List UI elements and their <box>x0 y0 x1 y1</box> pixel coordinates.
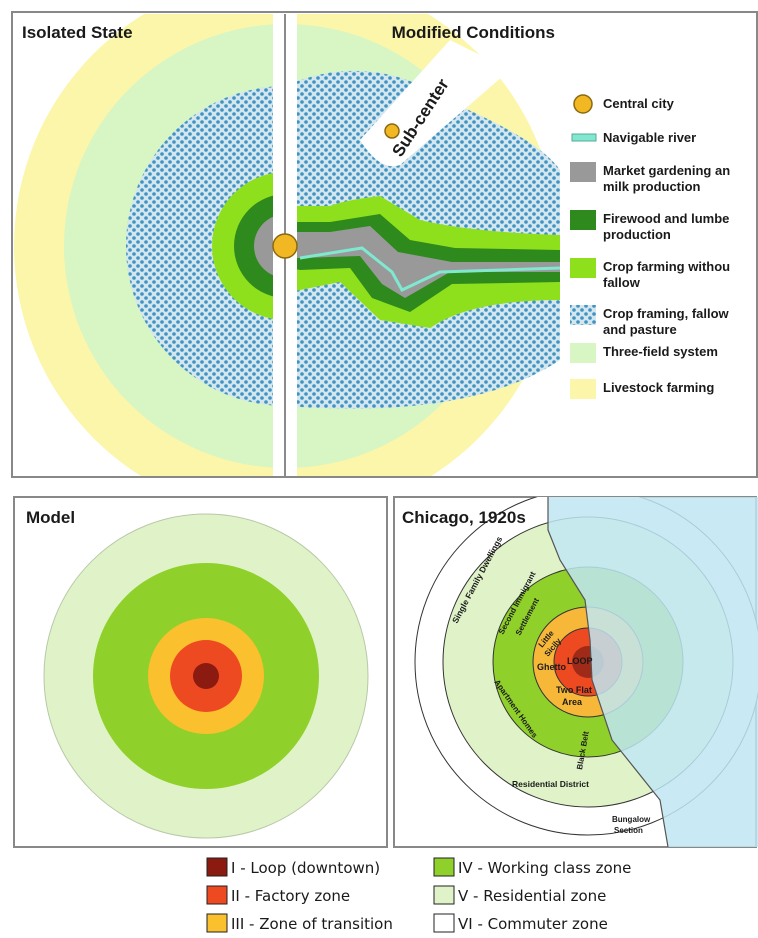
lake-michigan <box>548 497 758 847</box>
legend-label: fallow <box>603 275 641 290</box>
modified-conditions-title: Modified Conditions <box>392 23 555 42</box>
zone-swatch <box>433 913 455 933</box>
label-bungalow: Bungalow <box>612 815 651 824</box>
zone-label: IV - Working class zone <box>458 859 631 877</box>
zone-label: III - Zone of transition <box>231 915 393 933</box>
legend-label: Crop farming withou <box>603 259 730 274</box>
swatch-icon <box>570 379 596 399</box>
zone-label: VI - Commuter zone <box>458 915 608 933</box>
top-legend: Central city Navigable river Market garden… <box>570 94 730 399</box>
zone-legend-item: V - Residential zone <box>433 885 606 905</box>
isolated-state-rings <box>14 14 273 476</box>
modified-conditions-zones <box>297 14 561 476</box>
zone-swatch <box>206 857 228 877</box>
chicago-panel: Chicago, 1920s Single Family Dwellings S… <box>393 496 758 848</box>
isolated-state-title: Isolated State <box>22 23 133 42</box>
central-city-icon <box>573 94 593 114</box>
swatch-icon <box>570 305 596 325</box>
legend-label: Firewood and lumbe <box>603 211 729 226</box>
zone-legend-item: IV - Working class zone <box>433 857 631 877</box>
label-section: Section <box>614 826 643 835</box>
zone-swatch <box>433 885 455 905</box>
zone-swatch <box>206 913 228 933</box>
legend-label: production <box>603 227 671 242</box>
label-ghetto: Ghetto <box>537 662 566 672</box>
swatch-icon <box>570 162 596 182</box>
label-loop: LOOP <box>567 656 593 666</box>
zone-label: V - Residential zone <box>458 887 606 905</box>
legend-label: milk production <box>603 179 701 194</box>
zone-legend-item: I - Loop (downtown) <box>206 857 380 877</box>
legend-label: Three-field system <box>603 344 718 359</box>
legend-item: Three-field system <box>570 343 718 363</box>
legend-label: Central city <box>603 96 675 111</box>
zone-label: II - Factory zone <box>231 887 350 905</box>
label-residential-district: Residential District <box>512 779 589 789</box>
legend-label: and pasture <box>603 322 677 337</box>
model-panel: Model <box>13 496 388 848</box>
swatch-icon <box>570 258 596 278</box>
legend-item: Central city <box>573 94 675 114</box>
zone-legend-item: III - Zone of transition <box>206 913 393 933</box>
label-two-flat: Two Flat <box>556 685 592 695</box>
legend-label: Market gardening an <box>603 163 730 178</box>
swatch-icon <box>570 210 596 230</box>
model-title: Model <box>26 508 75 527</box>
zone-label: I - Loop (downtown) <box>231 859 380 877</box>
zone-swatch <box>206 885 228 905</box>
zone-legend-item: II - Factory zone <box>206 885 350 905</box>
legend-item: Livestock farming <box>570 379 714 399</box>
river-icon <box>571 133 597 142</box>
chicago-title: Chicago, 1920s <box>402 508 526 527</box>
top-panel: Isolated State Modified Conditions Sub-c… <box>11 11 758 478</box>
legend-label: Navigable river <box>603 130 696 145</box>
bottom-legend: I - Loop (downtown) II - Factory zone III … <box>206 857 631 933</box>
legend-label: Crop framing, fallow <box>603 306 730 321</box>
label-area: Area <box>562 697 583 707</box>
legend-label: Livestock farming <box>603 380 714 395</box>
central-city-marker <box>272 233 298 259</box>
zone-swatch <box>433 857 455 877</box>
legend-item: Navigable river <box>571 130 696 145</box>
swatch-icon <box>570 343 596 363</box>
zone-legend-item: VI - Commuter zone <box>433 913 608 933</box>
